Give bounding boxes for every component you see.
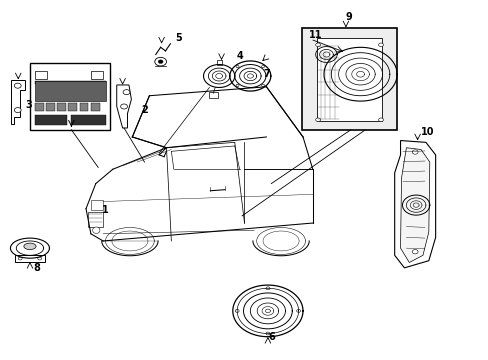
Polygon shape bbox=[394, 140, 435, 268]
Text: 11: 11 bbox=[308, 30, 321, 40]
Polygon shape bbox=[117, 85, 131, 128]
Circle shape bbox=[315, 43, 320, 46]
Bar bbox=[88, 212, 103, 226]
Bar bbox=[57, 103, 66, 111]
Bar bbox=[35, 81, 105, 84]
Bar bbox=[302, 28, 396, 130]
Text: 8: 8 bbox=[34, 263, 41, 273]
Circle shape bbox=[236, 66, 239, 68]
Circle shape bbox=[14, 108, 21, 113]
Text: 3: 3 bbox=[25, 100, 32, 110]
Bar bbox=[91, 71, 103, 78]
Bar bbox=[35, 103, 43, 111]
Text: 10: 10 bbox=[420, 127, 433, 136]
Circle shape bbox=[158, 60, 163, 63]
Circle shape bbox=[38, 257, 41, 260]
Bar bbox=[216, 60, 221, 64]
Circle shape bbox=[265, 332, 269, 335]
Circle shape bbox=[236, 84, 239, 86]
Text: 7: 7 bbox=[263, 69, 269, 79]
Bar bbox=[15, 255, 44, 262]
Bar bbox=[80, 103, 88, 111]
Circle shape bbox=[235, 310, 239, 312]
Circle shape bbox=[261, 84, 264, 86]
Circle shape bbox=[411, 249, 417, 254]
Circle shape bbox=[296, 310, 300, 312]
Bar bbox=[35, 71, 47, 78]
Ellipse shape bbox=[92, 227, 100, 233]
Bar bbox=[316, 39, 382, 121]
Circle shape bbox=[265, 287, 269, 290]
Ellipse shape bbox=[24, 243, 36, 249]
Text: 6: 6 bbox=[267, 332, 274, 342]
Bar bbox=[71, 115, 105, 126]
Bar bbox=[91, 103, 100, 111]
Circle shape bbox=[378, 118, 383, 122]
Bar bbox=[91, 200, 103, 211]
Text: 2: 2 bbox=[141, 105, 147, 115]
Bar bbox=[30, 63, 110, 130]
Bar bbox=[209, 92, 218, 98]
Circle shape bbox=[411, 150, 417, 154]
Circle shape bbox=[378, 43, 383, 46]
Text: 9: 9 bbox=[345, 12, 352, 22]
Text: 1: 1 bbox=[102, 206, 109, 216]
Bar bbox=[68, 103, 77, 111]
Text: 4: 4 bbox=[236, 51, 243, 61]
Circle shape bbox=[123, 90, 130, 95]
Circle shape bbox=[18, 257, 22, 260]
Circle shape bbox=[14, 83, 21, 88]
Circle shape bbox=[261, 66, 264, 68]
Text: 5: 5 bbox=[175, 33, 182, 43]
Circle shape bbox=[155, 57, 166, 66]
Circle shape bbox=[315, 118, 320, 122]
Bar bbox=[46, 103, 55, 111]
Bar bbox=[35, 81, 105, 101]
Polygon shape bbox=[11, 80, 25, 125]
Circle shape bbox=[121, 104, 127, 109]
Polygon shape bbox=[400, 148, 429, 262]
Bar bbox=[35, 115, 66, 126]
